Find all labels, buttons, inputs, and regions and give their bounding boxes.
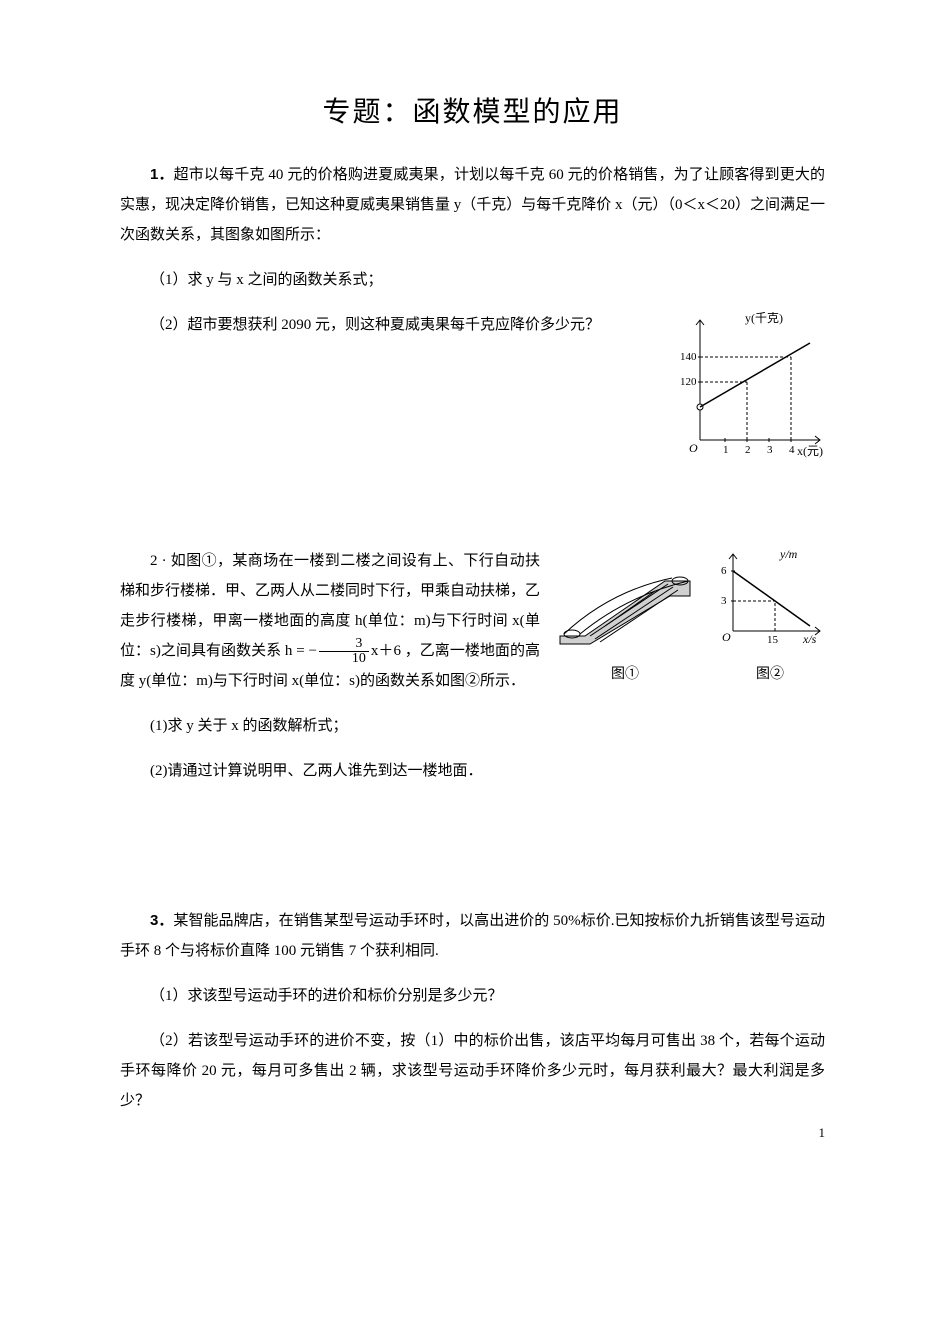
q2-fig1-caption: 图① — [550, 661, 700, 689]
question-1: 1．超市以每千克 40 元的价格购进夏威夷果，计划以每千克 60 元的价格销售，… — [120, 160, 825, 471]
q2-fraction: 310 — [319, 637, 369, 666]
q2-fig2-caption: 图② — [715, 661, 825, 689]
svg-text:3: 3 — [767, 444, 773, 456]
q2-figure1-wrap: 图① — [550, 556, 700, 689]
q1-ylabel: y(千克) — [745, 311, 783, 325]
q2-part2: (2)请通过计算说明甲、乙两人谁先到达一楼地面． — [120, 756, 825, 786]
svg-text:y/m: y/m — [779, 547, 798, 561]
q1-origin: O — [689, 441, 698, 455]
ytick-120: 120 — [680, 376, 697, 388]
q2-number: 2 · — [150, 553, 171, 569]
page: 专题：函数模型的应用 1．超市以每千克 40 元的价格购进夏威夷果，计划以每千克… — [0, 0, 945, 1171]
q1-chart: 120 140 1 2 3 4 — [675, 310, 825, 471]
document-title: 专题：函数模型的应用 — [120, 90, 825, 130]
page-number: 1 — [819, 1125, 826, 1141]
question-2: 图① 3 6 1 — [120, 546, 825, 801]
q3-part1: （1）求该型号运动手环的进价和标价分别是多少元？ — [120, 981, 825, 1011]
svg-text:15: 15 — [767, 634, 779, 646]
svg-text:x/s: x/s — [802, 632, 817, 646]
svg-text:1: 1 — [723, 444, 729, 456]
ytick-140: 140 — [680, 351, 697, 363]
svg-text:6: 6 — [721, 565, 727, 577]
q3-part2: （2）若该型号运动手环的进价不变，按（1）中的标价出售，该店平均每月可售出 38… — [120, 1026, 825, 1116]
q3-text: 某智能品牌店，在销售某型号运动手环时，以高出进价的 50%标价.已知按标价九折销… — [120, 913, 825, 959]
q1-part1: （1）求 y 与 x 之间的函数关系式； — [120, 265, 825, 295]
q1-number: 1． — [150, 166, 174, 183]
q2-chart-svg: 3 6 15 y/m x/s O — [715, 546, 825, 646]
q1-xlabel: x(元) — [797, 444, 823, 458]
q2-figures: 图① 3 6 1 — [550, 546, 825, 689]
q3-number: 3． — [150, 912, 173, 929]
q3-stem: 3．某智能品牌店，在销售某型号运动手环时，以高出进价的 50%标价.已知按标价九… — [120, 906, 825, 966]
svg-text:3: 3 — [721, 595, 727, 607]
q1-stem: 1．超市以每千克 40 元的价格购进夏威夷果，计划以每千克 60 元的价格销售，… — [120, 160, 825, 250]
question-3: 3．某智能品牌店，在销售某型号运动手环时，以高出进价的 50%标价.已知按标价九… — [120, 906, 825, 1116]
svg-text:O: O — [722, 630, 731, 644]
svg-text:2: 2 — [745, 444, 751, 456]
q1-text: 超市以每千克 40 元的价格购进夏威夷果，计划以每千克 60 元的价格销售，为了… — [120, 167, 825, 243]
q2-part1: (1)求 y 关于 x 的函数解析式； — [120, 711, 825, 741]
svg-text:4: 4 — [789, 444, 795, 456]
escalator-icon — [550, 556, 700, 646]
q2-figure2-wrap: 3 6 15 y/m x/s O 图② — [715, 546, 825, 689]
q1-chart-svg: 120 140 1 2 3 4 — [675, 310, 825, 460]
